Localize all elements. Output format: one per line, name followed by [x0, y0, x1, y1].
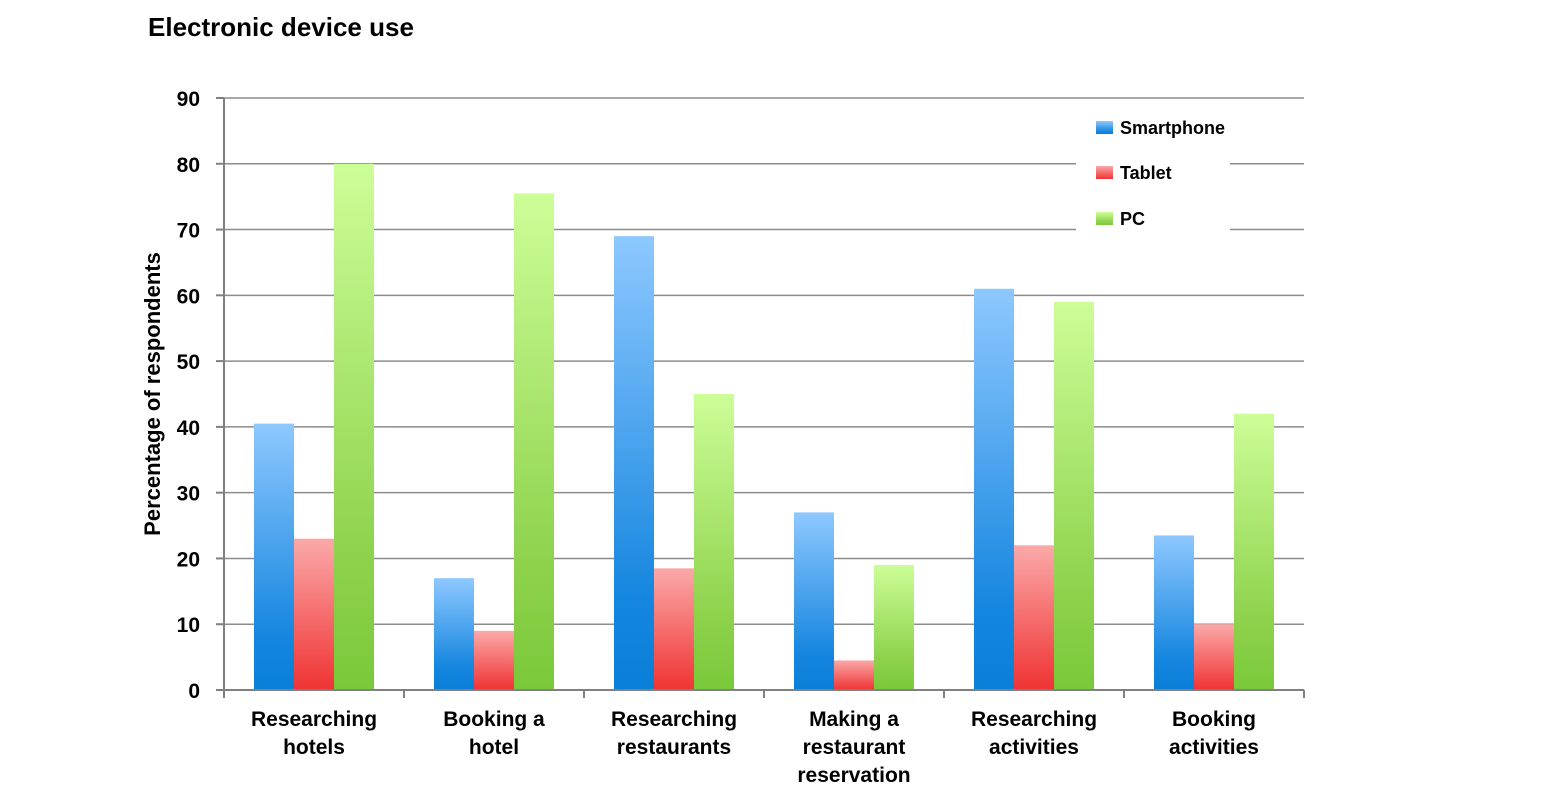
bar-pc-4	[1054, 301, 1094, 690]
bar-smartphone-4	[974, 288, 1014, 690]
x-tick-label: Making a	[809, 708, 899, 731]
x-tick-label: restaurant	[803, 736, 906, 759]
y-tick-label: 10	[177, 614, 200, 637]
x-tick-label: activities	[989, 736, 1079, 759]
x-tick-label: hotel	[469, 736, 519, 759]
chart-title: Electronic device use	[148, 12, 414, 42]
bar-tablet-1	[474, 630, 514, 690]
x-tick-label: activities	[1169, 736, 1259, 759]
bar-pc-0	[334, 163, 374, 690]
x-axis-ticks: Researching hotels Booking a hotel Researchi…	[223, 690, 1305, 787]
legend-label-pc: PC	[1120, 209, 1145, 229]
y-axis-label: Percentage of respondents	[140, 252, 165, 536]
legend-label-tablet: Tablet	[1120, 163, 1172, 183]
bar-smartphone-5	[1154, 535, 1194, 690]
y-tick-label: 40	[177, 417, 200, 440]
bar-tablet-2	[654, 568, 694, 690]
y-tick-label: 0	[188, 680, 200, 703]
legend-label-smartphone: Smartphone	[1120, 118, 1225, 138]
bars	[254, 163, 1274, 690]
x-tick-label: reservation	[797, 764, 910, 787]
legend-item-pc: PC	[1096, 209, 1145, 229]
bar-pc-1	[514, 193, 554, 690]
legend: Smartphone Tablet PC	[1076, 106, 1230, 236]
legend-item-smartphone: Smartphone	[1096, 118, 1225, 138]
x-tick-label: restaurants	[617, 736, 731, 759]
bar-tablet-0	[294, 538, 334, 690]
bar-smartphone-0	[254, 423, 294, 690]
y-axis-ticks: 0 10 20 30 40 50 60 70 80 90	[177, 88, 224, 703]
x-tick-label: Booking a	[443, 708, 545, 731]
gridlines	[224, 97, 1304, 625]
y-tick-label: 90	[177, 88, 200, 111]
x-tick-label: Researching	[611, 708, 737, 731]
bar-smartphone-2	[614, 236, 654, 690]
y-tick-label: 30	[177, 483, 200, 506]
x-tick-label: Researching	[251, 708, 377, 731]
legend-item-tablet: Tablet	[1096, 163, 1172, 183]
y-tick-label: 80	[177, 154, 200, 177]
y-tick-label: 20	[177, 548, 200, 571]
bar-pc-3	[874, 565, 914, 690]
y-tick-label: 60	[177, 285, 200, 308]
bar-smartphone-3	[794, 512, 834, 690]
x-tick-label: Researching	[971, 708, 1097, 731]
legend-swatch-smartphone	[1096, 121, 1113, 134]
legend-swatch-tablet	[1096, 166, 1113, 179]
bar-tablet-3	[834, 660, 874, 690]
y-tick-label: 70	[177, 220, 200, 243]
x-tick-label: hotels	[283, 736, 345, 759]
bar-tablet-5	[1194, 624, 1234, 690]
bar-smartphone-1	[434, 578, 474, 690]
bar-pc-2	[694, 394, 734, 690]
x-tick-label: Booking	[1172, 708, 1256, 731]
y-tick-label: 50	[177, 351, 200, 374]
bar-pc-5	[1234, 413, 1274, 690]
legend-swatch-pc	[1096, 212, 1113, 225]
bar-tablet-4	[1014, 545, 1054, 690]
